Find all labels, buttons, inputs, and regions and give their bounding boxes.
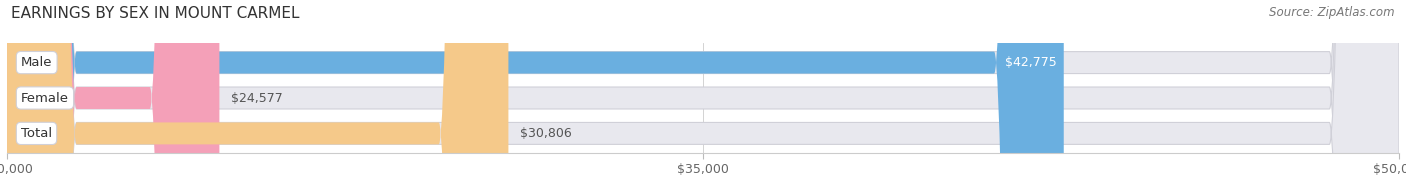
- Text: EARNINGS BY SEX IN MOUNT CARMEL: EARNINGS BY SEX IN MOUNT CARMEL: [11, 6, 299, 21]
- Text: $24,577: $24,577: [231, 92, 283, 104]
- Text: Male: Male: [21, 56, 52, 69]
- FancyBboxPatch shape: [7, 0, 219, 196]
- Text: Female: Female: [21, 92, 69, 104]
- Text: $30,806: $30,806: [520, 127, 572, 140]
- FancyBboxPatch shape: [7, 0, 1399, 196]
- FancyBboxPatch shape: [7, 0, 1399, 196]
- Text: Source: ZipAtlas.com: Source: ZipAtlas.com: [1270, 6, 1395, 19]
- Text: Total: Total: [21, 127, 52, 140]
- FancyBboxPatch shape: [7, 0, 1399, 196]
- FancyBboxPatch shape: [7, 0, 509, 196]
- Text: $42,775: $42,775: [1005, 56, 1057, 69]
- FancyBboxPatch shape: [7, 0, 1064, 196]
